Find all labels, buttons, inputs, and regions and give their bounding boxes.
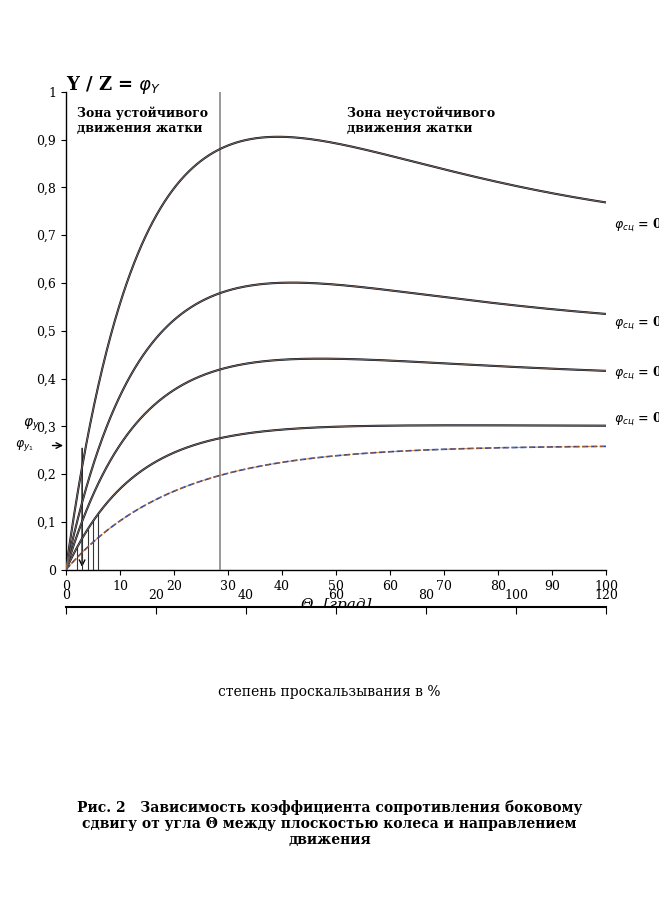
Text: $\varphi_{сц}$ = 0 ,3: $\varphi_{сц}$ = 0 ,3: [614, 411, 659, 428]
Text: $\varphi_{сц}$ = 0 ,5: $\varphi_{сц}$ = 0 ,5: [614, 315, 659, 333]
Text: $\varphi_{сц}$ = 0 ,4: $\varphi_{сц}$ = 0 ,4: [614, 365, 659, 382]
Text: Y / Z = $\varphi_Y$: Y / Z = $\varphi_Y$: [66, 74, 161, 96]
X-axis label: Θ  [град]: Θ [град]: [301, 598, 371, 612]
Text: Зона устойчивого
движения жатки: Зона устойчивого движения жатки: [76, 107, 208, 135]
Text: $\varphi_{y_1}$: $\varphi_{y_1}$: [14, 438, 34, 453]
Text: $\varphi_{сц}$ = 0 ,7: $\varphi_{сц}$ = 0 ,7: [614, 217, 659, 234]
Text: Зона неустойчивого
движения жатки: Зона неустойчивого движения жатки: [347, 107, 495, 135]
Text: степень проскальзывания в %: степень проскальзывания в %: [218, 685, 441, 698]
Text: $\varphi_y$: $\varphi_y$: [22, 416, 40, 433]
Text: Рис. 2   Зависимость коэффициента сопротивления боковому
сдвигу от угла Θ между : Рис. 2 Зависимость коэффициента сопротив…: [77, 800, 582, 847]
